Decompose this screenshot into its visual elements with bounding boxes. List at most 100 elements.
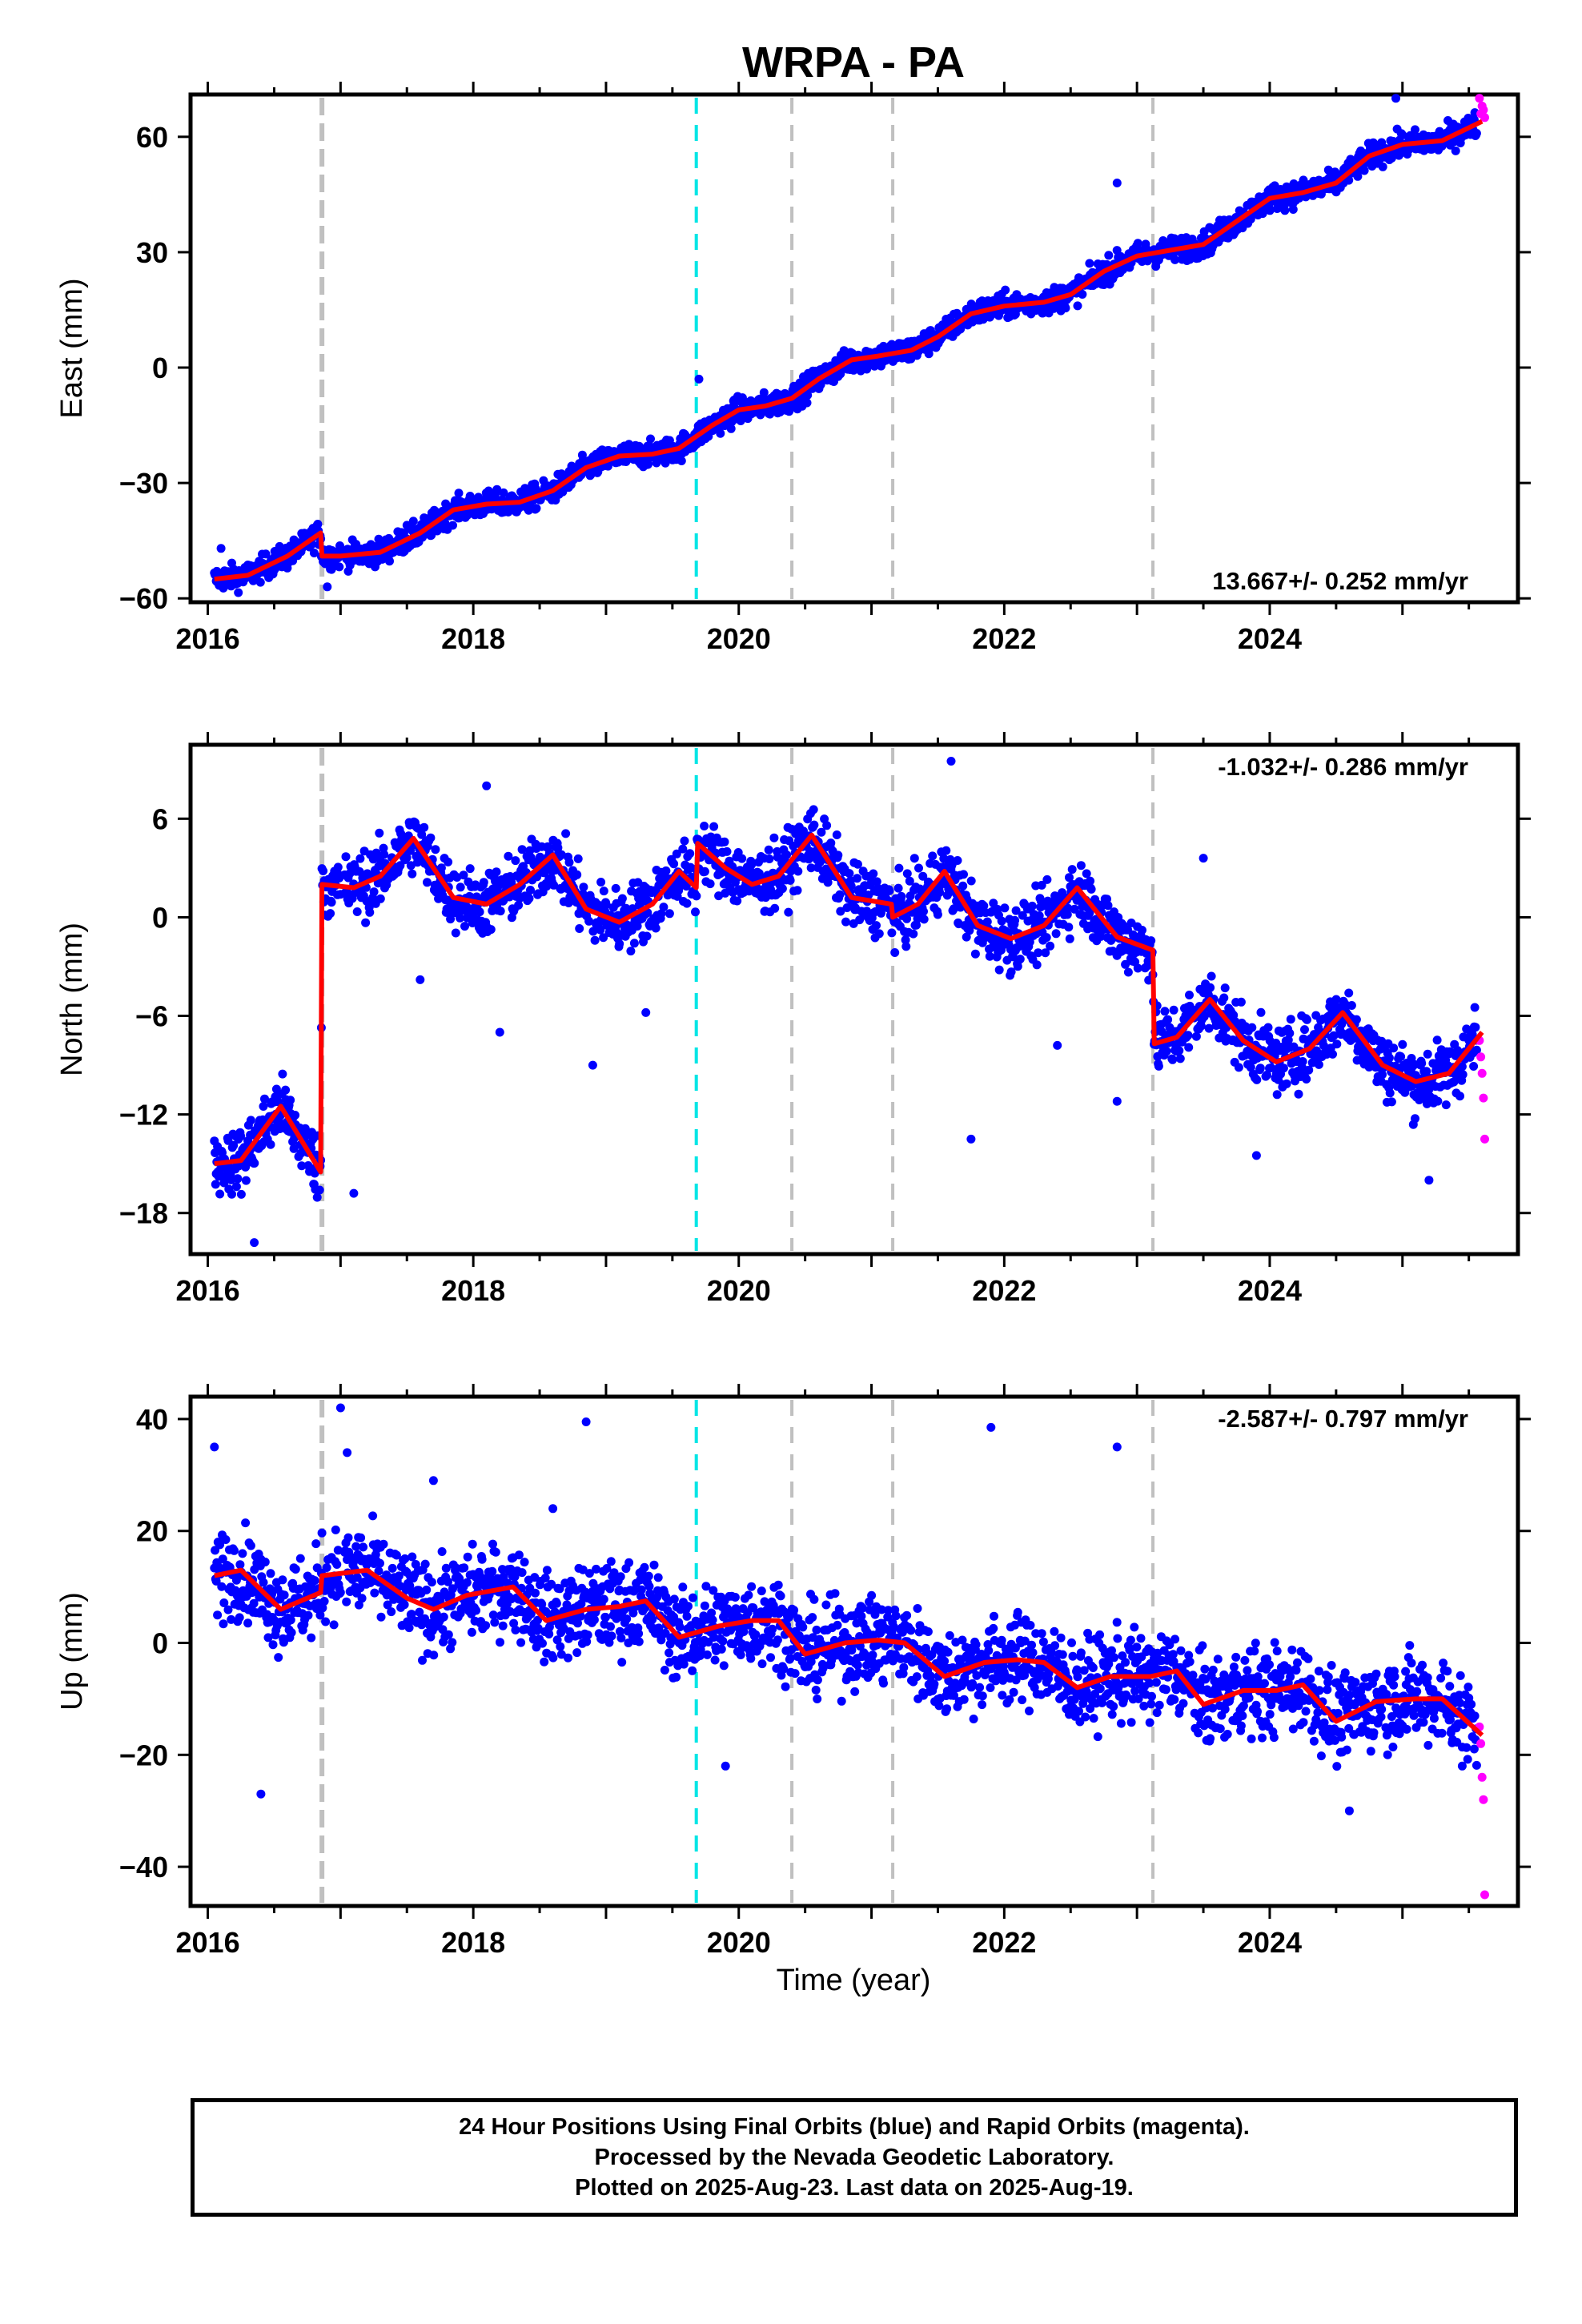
data-point	[1285, 1028, 1295, 1038]
data-point	[431, 845, 440, 854]
data-point	[448, 521, 457, 530]
data-point	[893, 883, 903, 893]
data-point	[1398, 1039, 1407, 1049]
data-point	[1220, 983, 1230, 993]
data-point	[236, 1189, 246, 1199]
y-tick-label: −30	[119, 467, 168, 500]
data-point	[853, 874, 862, 883]
data-point	[322, 1563, 331, 1572]
data-point	[329, 1620, 339, 1630]
data-point	[492, 485, 502, 494]
data-point	[422, 1585, 432, 1594]
data-point	[1298, 1057, 1307, 1066]
data-point	[611, 883, 620, 893]
data-point	[575, 924, 584, 933]
data-point	[897, 891, 906, 901]
chart-title: WRPA - PA	[742, 38, 965, 86]
data-point	[953, 856, 962, 865]
data-point	[408, 869, 417, 879]
data-point	[315, 1185, 324, 1195]
data-point	[420, 1559, 430, 1569]
data-point	[243, 1618, 253, 1628]
data-point	[454, 489, 464, 498]
data-point	[1170, 255, 1180, 264]
data-point	[629, 939, 639, 948]
data-point	[498, 1621, 508, 1630]
data-point	[1133, 239, 1142, 248]
data-point	[462, 1578, 472, 1587]
data-point	[1286, 1015, 1295, 1024]
data-point	[617, 894, 627, 903]
data-point	[1385, 1088, 1395, 1098]
data-point	[400, 1600, 409, 1610]
data-point	[919, 915, 929, 924]
data-point	[1042, 933, 1051, 943]
data-point	[1351, 1015, 1361, 1024]
x-tick-label: 2024	[1238, 622, 1302, 655]
data-point	[659, 903, 669, 912]
rapid-data-point	[1475, 94, 1484, 103]
data-point	[1252, 1075, 1262, 1084]
data-point	[970, 949, 980, 959]
data-point	[691, 907, 700, 917]
data-point	[295, 1554, 305, 1563]
x-tick-label: 2024	[1238, 1274, 1302, 1307]
event-lines	[319, 748, 1155, 1251]
x-axis-title: Time (year)	[777, 1964, 931, 1997]
data-point	[1396, 1051, 1406, 1061]
data-point	[782, 850, 792, 859]
x-tick-label: 2018	[441, 622, 505, 655]
plot-frame	[188, 742, 1520, 1256]
data-point	[441, 499, 451, 509]
data-point	[221, 1535, 231, 1544]
data-point	[1061, 304, 1070, 313]
data-point	[770, 903, 780, 913]
data-point	[319, 866, 328, 875]
data-point	[599, 887, 608, 896]
data-point	[716, 428, 725, 438]
data-point-outlier	[1251, 1151, 1261, 1160]
data-point	[332, 1560, 342, 1569]
data-point	[1469, 1062, 1479, 1071]
data-point-outlier	[1424, 1176, 1434, 1185]
data-point	[1001, 285, 1010, 295]
data-point	[311, 1539, 321, 1549]
data-point-outlier	[416, 975, 425, 984]
data-point	[726, 424, 736, 433]
data-point	[408, 1552, 417, 1562]
data-point	[370, 1588, 379, 1598]
data-point	[700, 866, 709, 876]
data-point-outlier	[482, 781, 492, 790]
data-point	[241, 1518, 251, 1528]
data-point	[266, 1569, 275, 1578]
data-point	[486, 925, 496, 935]
data-point	[511, 856, 520, 866]
data-point	[342, 1597, 351, 1606]
data-point	[872, 921, 881, 931]
data-point	[540, 1657, 549, 1667]
data-point	[492, 867, 501, 877]
data-point	[887, 928, 897, 938]
data-point	[291, 1565, 300, 1574]
data-point	[564, 1653, 572, 1663]
data-point	[552, 1598, 561, 1608]
data-point	[234, 588, 243, 597]
data-point	[227, 1189, 236, 1199]
data-point	[1174, 1046, 1184, 1055]
data-point	[215, 1189, 225, 1199]
data-point	[517, 1568, 527, 1578]
data-point	[909, 854, 919, 863]
data-point	[901, 942, 911, 951]
data-point	[845, 869, 854, 879]
data-point	[357, 1594, 367, 1603]
data-point	[1163, 1015, 1173, 1024]
data-point	[1138, 926, 1146, 935]
data-point	[287, 1628, 296, 1638]
data-point	[266, 1140, 275, 1149]
y-tick-label: −60	[119, 582, 168, 615]
data-point	[1000, 903, 1010, 913]
data-point	[793, 886, 802, 895]
data-point	[1184, 1043, 1194, 1052]
data-point	[268, 1640, 278, 1650]
